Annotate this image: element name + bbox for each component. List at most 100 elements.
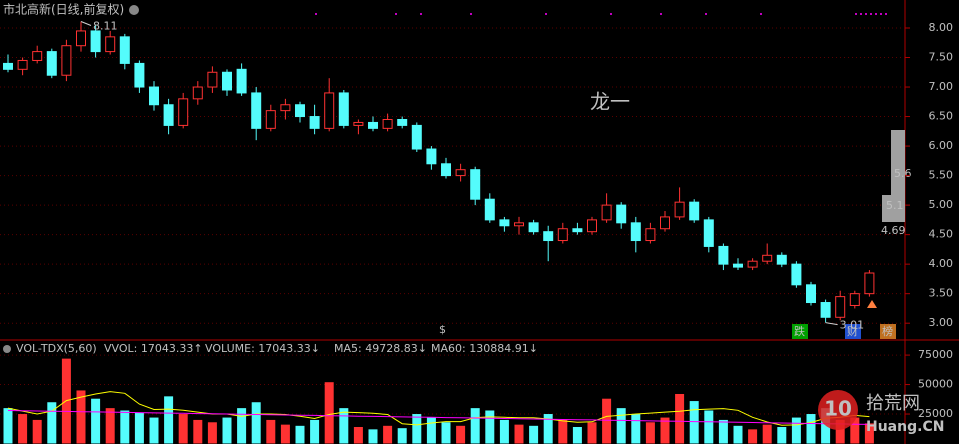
top-dots — [315, 13, 887, 15]
volume-bar — [105, 408, 115, 444]
volume-bar — [368, 429, 378, 444]
candle-body — [46, 51, 57, 76]
candle-body — [17, 59, 28, 70]
candle-body — [295, 104, 305, 118]
candle-body — [674, 201, 685, 218]
candle-body — [222, 71, 232, 91]
volume-bar — [222, 417, 232, 444]
menu-icon[interactable] — [3, 345, 11, 353]
volume-bar — [821, 408, 831, 444]
candle-body — [470, 169, 481, 200]
candle-body — [411, 124, 422, 150]
candle-body — [776, 254, 787, 265]
chip-label: 5.1 — [886, 199, 904, 212]
candle-body — [835, 296, 846, 318]
candle-body — [76, 30, 86, 47]
chip-label: 5.6 — [894, 167, 912, 180]
candle-body — [703, 219, 714, 247]
watermark-badge — [818, 390, 858, 430]
candle-body — [32, 51, 43, 61]
candle-body — [149, 86, 159, 106]
volume-bar — [120, 410, 130, 444]
candle-body — [353, 121, 364, 126]
candle-body — [601, 204, 612, 221]
candle-body — [397, 119, 408, 126]
candle-body — [557, 228, 568, 242]
ma60-line — [7, 410, 870, 425]
candle-body — [251, 92, 262, 129]
candle-body — [718, 245, 729, 265]
y-tick-label: 8.00 — [929, 21, 954, 34]
candle-body — [280, 104, 291, 112]
volume-bar — [383, 425, 393, 444]
marker: $ — [439, 323, 446, 336]
candle-body — [382, 119, 393, 129]
candle-body — [660, 216, 670, 230]
volume-bar — [645, 422, 655, 444]
candle-body — [747, 260, 758, 268]
volume-bar — [616, 408, 626, 444]
volume-bar — [835, 419, 845, 444]
candle-body — [105, 36, 116, 53]
volume-bar — [295, 425, 305, 444]
volume-text: VOLUME: 17043.33↓ — [205, 342, 320, 355]
volume-bar — [791, 417, 801, 444]
volume-bar — [251, 402, 261, 444]
leader-line — [80, 21, 92, 26]
candle-body — [572, 228, 583, 233]
candle-body — [587, 219, 597, 233]
marker: 跌 — [794, 324, 805, 338]
volume-bar — [572, 426, 582, 444]
high-label: 8.11 — [93, 19, 118, 32]
marker: 财 — [847, 324, 858, 338]
y-tick-label: 50000 — [918, 378, 953, 391]
candle-body — [543, 231, 554, 242]
volume-bar — [47, 402, 57, 444]
candle-body — [3, 62, 13, 70]
candle-body — [499, 219, 510, 227]
watermark-url: Huang.CN — [866, 419, 944, 435]
candle-body — [119, 36, 130, 64]
candle-body — [134, 62, 145, 88]
leader-line — [825, 322, 838, 326]
candle-body — [820, 302, 831, 318]
marker-box — [880, 324, 896, 339]
arrow-marker — [867, 300, 877, 308]
menu-icon[interactable] — [129, 5, 139, 15]
volume-bar — [266, 419, 276, 444]
volume-bar — [499, 419, 509, 444]
candle-body — [265, 110, 276, 129]
y-tick-label: 25000 — [918, 407, 953, 420]
volume-bar — [324, 382, 334, 444]
volume-bar — [353, 426, 363, 444]
volume-bar — [193, 419, 203, 444]
candle-body — [484, 198, 495, 221]
volume-bar — [864, 423, 874, 444]
volume-bar — [733, 425, 743, 444]
volume-bar — [806, 414, 816, 444]
volume-bar — [704, 410, 714, 444]
volume-bar — [310, 419, 320, 444]
volume-bar — [456, 425, 466, 444]
watermark-badge-text: 10 — [824, 397, 852, 421]
y-tick-label: 7.00 — [929, 80, 954, 93]
chart-title: 市北高新(日线,前复权) — [3, 2, 124, 17]
candle-body — [61, 45, 72, 76]
volume-bar — [164, 396, 174, 444]
volume-bar — [426, 417, 436, 444]
candle-body — [864, 272, 875, 295]
ma5-line — [7, 391, 870, 426]
candle-body — [849, 293, 860, 306]
candle-body — [630, 222, 641, 242]
annotation: 龙一 — [590, 90, 630, 114]
volume-bar — [777, 426, 787, 444]
volume-bar — [514, 424, 524, 444]
volume-bar — [91, 398, 101, 444]
volume-bar — [558, 419, 568, 444]
marker-box — [792, 324, 808, 339]
candle-body — [368, 121, 378, 129]
volume-bar — [543, 414, 553, 444]
volume-bar — [412, 414, 422, 444]
candle-body — [90, 30, 101, 53]
